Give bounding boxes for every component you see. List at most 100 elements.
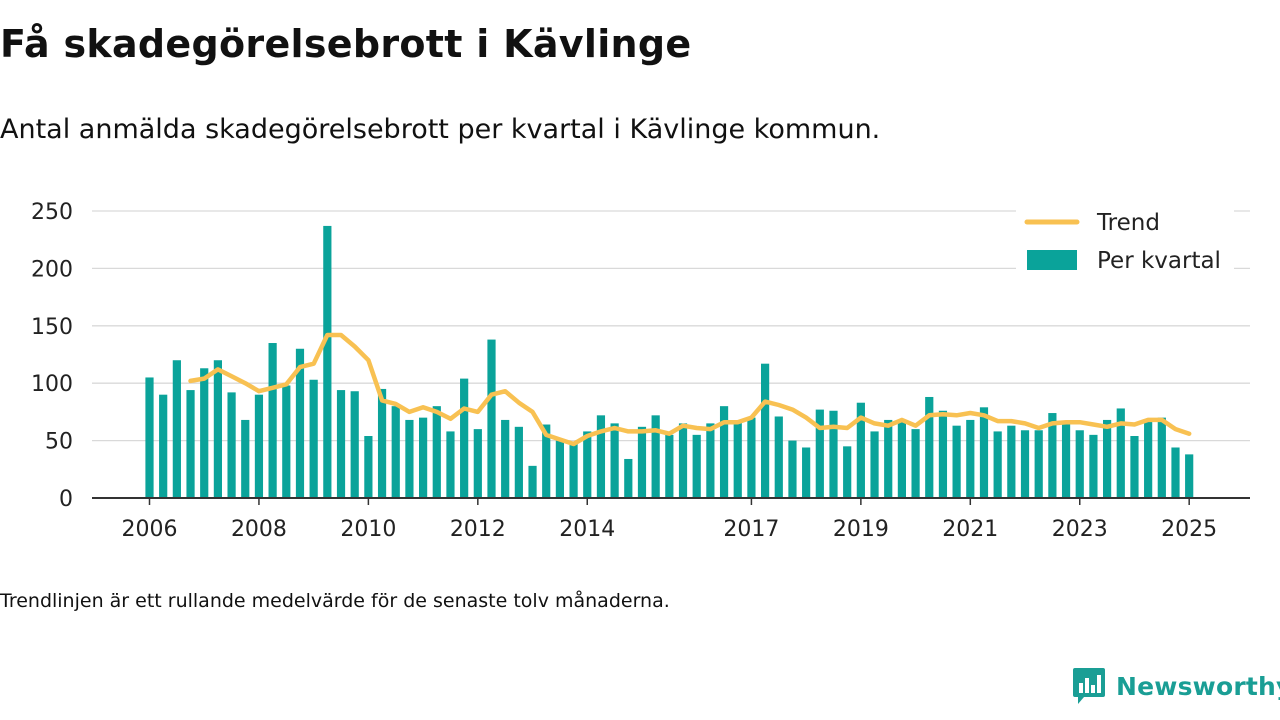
bar [1089,434,1098,498]
bar [254,394,264,498]
bar [473,429,482,498]
bar [925,396,934,498]
legend-label-per-kvartal: Per kvartal [1097,248,1221,274]
y-tick-label: 50 [45,430,73,455]
bar [952,425,961,498]
bar [542,424,551,498]
bar [870,431,879,498]
bar [405,419,414,498]
bar [802,447,811,498]
bar [172,360,181,498]
x-tick-label: 2006 [122,517,178,542]
bar [596,415,606,498]
bar [1130,436,1139,498]
bar [282,385,291,498]
axes-layer: 0 50 100 150 200 250 2006 2008 2010 2012 2014 2017 2… [31,200,1250,542]
bar [377,388,387,498]
bar [665,434,674,498]
bar [706,423,715,498]
bar [432,406,441,498]
x-tick-label: 2017 [723,517,779,542]
bar [1061,422,1071,498]
bar [1020,430,1030,498]
bar [1103,419,1112,498]
bar [1157,417,1166,498]
brand[interactable]: Newsworthy [1072,666,1280,706]
bar [843,446,852,498]
bar [514,426,523,498]
bar [884,419,893,498]
bar-chart-speech-bubble-icon [1073,668,1105,704]
bar [815,409,824,498]
bars-layer [145,225,1194,498]
legend: Trend Per kvartal [1016,209,1234,279]
bar [938,410,948,498]
bar [295,348,305,498]
bar [610,423,619,498]
bar [350,391,359,498]
bar [555,440,564,498]
x-tick-label: 2008 [231,517,287,542]
bar [446,431,455,498]
bar [829,410,838,498]
bar [309,379,318,498]
chart-subtitle: Antal anmälda skadegörelsebrott per kvar… [0,114,881,145]
bar [569,444,578,498]
bar [719,406,729,498]
bar [1171,447,1180,498]
bar [528,465,537,498]
bar [692,434,701,498]
bar [911,429,920,498]
x-tick-label: 2012 [450,517,506,542]
footnote: Trendlinjen är ett rullande medelvärde f… [0,590,670,612]
bar [624,458,633,498]
x-tick-label: 2021 [942,517,998,542]
y-tick-label: 100 [31,372,73,397]
bar [747,417,756,498]
bar [213,360,222,498]
bar [1007,425,1016,498]
bar [364,436,373,498]
x-tick-label: 2010 [340,517,396,542]
bar [419,417,428,498]
bar [391,406,400,498]
bar [200,368,209,498]
bar [323,225,332,498]
bar [186,390,195,498]
trend-line [188,332,1192,447]
y-tick-label: 200 [31,257,73,282]
bar [678,423,688,498]
brand-name: Newsworthy [1116,671,1280,701]
bar [241,419,250,498]
bar [856,402,865,498]
bar [1034,430,1043,498]
bar [268,343,277,498]
bar [979,407,989,498]
bar [1116,408,1125,498]
y-tick-label: 150 [31,315,73,340]
bar [966,419,975,498]
bar [774,416,783,498]
bar [336,390,346,498]
y-tick-label: 0 [59,487,73,512]
legend-swatch-per-kvartal [1027,250,1077,270]
bar [145,377,154,498]
bar [487,339,496,498]
x-tick-label: 2019 [833,517,889,542]
bar [733,421,742,498]
trend-layer [188,332,1192,447]
bar [761,363,770,498]
bar [993,431,1002,498]
x-tick-label: 2023 [1052,517,1108,542]
bar [637,426,647,498]
bar [651,415,660,498]
chart-title: Få skadegörelsebrott i Kävlinge [0,22,692,66]
bar [583,431,592,498]
bar [1048,413,1057,498]
bar [1075,430,1084,498]
bar [227,392,236,498]
bar [159,394,168,498]
bar [1185,454,1194,498]
bar [897,419,906,498]
